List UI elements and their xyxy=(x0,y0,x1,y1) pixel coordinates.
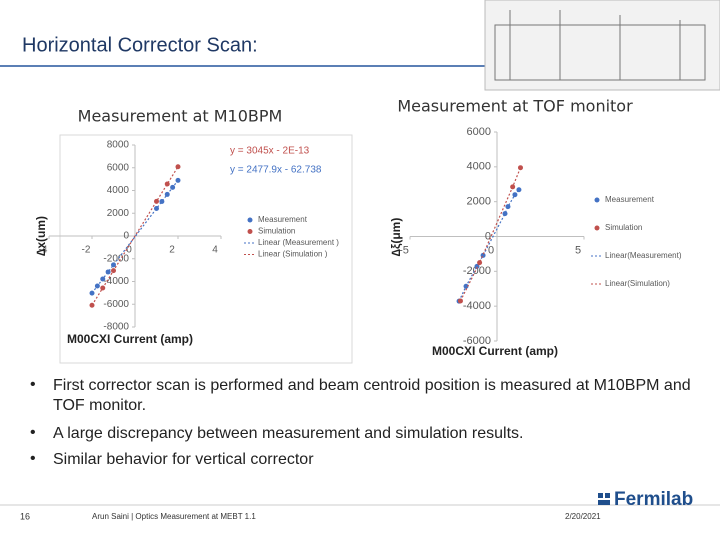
x-tick-label: 0 xyxy=(488,244,494,256)
y-tick-label: 4000 xyxy=(107,185,130,196)
point xyxy=(502,211,508,217)
x-axis-label: M00CXI Current (amp) xyxy=(432,344,558,358)
point xyxy=(457,298,463,304)
x-tick-label: 2 xyxy=(169,245,175,256)
legend-label: Linear (Measurement ) xyxy=(258,238,339,247)
legend-label: Linear(Measurement) xyxy=(605,251,682,260)
y-tick-label: -4000 xyxy=(103,276,129,287)
footer-author: Arun Saini | Optics Measurement at MEBT … xyxy=(92,512,256,521)
trend-line xyxy=(459,167,522,302)
legend-label: Simulation xyxy=(258,227,295,236)
y-tick-label: -6000 xyxy=(103,299,129,310)
point xyxy=(154,206,159,212)
x-tick-label: -5 xyxy=(399,244,409,256)
trend-line xyxy=(91,179,179,294)
chart-frame xyxy=(59,134,353,364)
y-tick-label: 2000 xyxy=(107,208,130,219)
point xyxy=(477,260,483,266)
legend-marker xyxy=(247,229,253,234)
legend-label: Measurement xyxy=(258,215,308,224)
logo-mark xyxy=(598,493,610,505)
x-tick-label: -2 xyxy=(82,245,91,256)
point xyxy=(100,285,106,291)
annotation: y = 2477.9x - 62.738 xyxy=(230,165,322,176)
point xyxy=(89,290,95,296)
x-tick-label: -4 xyxy=(39,245,48,256)
trend-line xyxy=(91,166,179,306)
legend-label: Linear(Simulation) xyxy=(605,279,670,288)
y-tick-label: 8000 xyxy=(107,140,130,151)
point xyxy=(100,276,106,282)
y-axis-label: ∆ξ(μm) xyxy=(389,218,403,257)
photo-placeholder xyxy=(484,0,720,91)
chart-title: Measurement at M10BPM xyxy=(78,107,283,126)
y-tick-label: -6000 xyxy=(463,335,491,347)
photo-sketch xyxy=(494,10,706,81)
bullet-text: A large discrepancy between measurement … xyxy=(53,425,524,442)
point xyxy=(512,192,518,198)
point xyxy=(89,302,95,308)
chart-title: Measurement at TOF monitor xyxy=(397,97,633,116)
y-tick-label: -2000 xyxy=(103,253,129,264)
point xyxy=(170,184,176,190)
y-tick-label: 4000 xyxy=(467,161,491,173)
y-tick-label: -8000 xyxy=(103,322,129,333)
y-tick-label: 6000 xyxy=(107,162,130,173)
trend-line xyxy=(458,189,520,302)
point xyxy=(463,283,469,289)
x-tick-label: 0 xyxy=(126,245,132,256)
point xyxy=(94,283,100,289)
y-tick-label: -4000 xyxy=(463,300,491,312)
logo-text: Fermilab xyxy=(614,489,693,510)
page-number: 16 xyxy=(20,511,30,521)
y-tick-label: 6000 xyxy=(467,126,491,138)
point xyxy=(164,181,170,187)
y-tick-label: -2000 xyxy=(463,265,491,277)
point xyxy=(517,165,523,171)
point xyxy=(111,268,116,274)
y-tick-label: 0 xyxy=(485,230,491,242)
point xyxy=(510,184,516,190)
point xyxy=(105,269,111,275)
y-tick-label: 0 xyxy=(123,231,129,242)
legend-label: Measurement xyxy=(605,195,655,204)
x-axis-label: M00CXI Current (amp) xyxy=(67,332,193,346)
point xyxy=(111,262,116,268)
point xyxy=(505,204,511,210)
slide-title: Horizontal Corrector Scan: xyxy=(22,34,258,56)
point xyxy=(164,191,170,197)
point xyxy=(159,198,165,204)
legend-marker xyxy=(594,197,600,203)
annotation: y = 3045x - 2E-13 xyxy=(230,146,310,157)
legend-label: Simulation xyxy=(605,223,642,232)
footer-date: 2/20/2021 xyxy=(565,512,601,521)
point xyxy=(175,164,181,170)
bullet-text: Similar behavior for vertical corrector xyxy=(53,451,314,468)
y-tick-label: 2000 xyxy=(467,196,491,208)
legend-marker xyxy=(247,217,253,223)
x-tick-label: 4 xyxy=(212,245,218,256)
legend-label: Linear (Simulation ) xyxy=(258,250,328,259)
x-tick-label: 5 xyxy=(575,244,581,256)
point xyxy=(175,177,181,183)
y-axis-label: ∆x(um) xyxy=(34,216,48,256)
legend-marker xyxy=(594,225,600,231)
point xyxy=(154,198,159,204)
bullet-text: First corrector scan is performed and be… xyxy=(53,377,691,414)
point xyxy=(516,187,522,193)
